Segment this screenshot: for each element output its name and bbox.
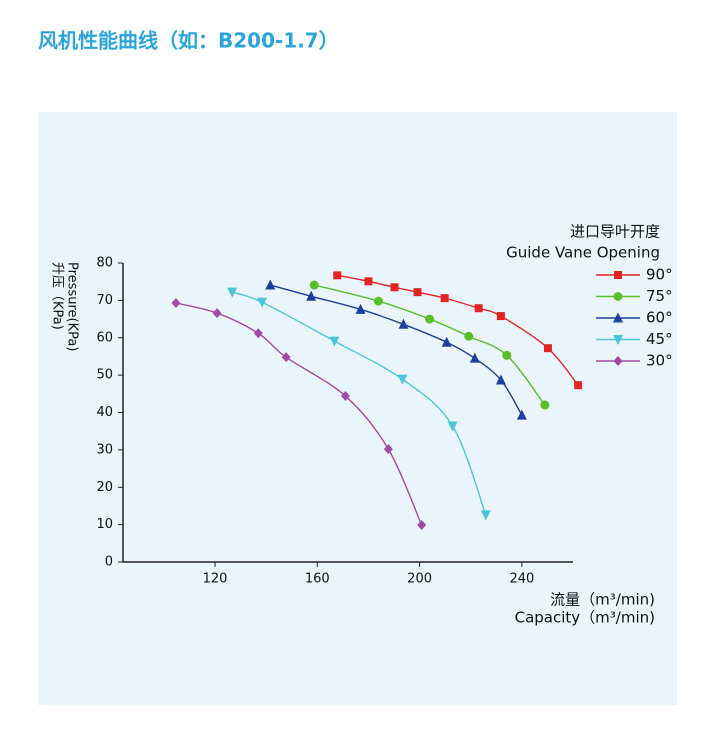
marker [253,328,263,339]
marker [397,374,408,385]
marker [480,510,491,521]
marker [212,308,222,319]
marker [441,336,452,347]
marker [417,519,427,530]
marker [613,356,623,366]
marker [613,292,623,301]
marker [516,409,527,420]
marker [355,303,366,314]
marker [543,344,552,353]
marker [540,400,550,410]
marker [447,421,458,432]
marker [390,283,399,292]
marker [614,271,622,279]
legend-label: 30° [646,352,673,370]
y-tick-label: 60 [96,330,113,345]
marker [502,350,512,360]
x-axis-label: Capacity（m³/min) [515,609,655,627]
y-axis-label: 升压（KPa) [50,262,65,330]
y-tick-label: 40 [96,405,113,420]
page-title: 风机性能曲线（如：B200-1.7） [38,29,339,53]
y-tick-label: 30 [96,442,113,457]
x-tick-label: 240 [509,572,534,587]
y-tick-label: 10 [96,517,113,532]
marker [333,271,342,280]
marker [413,288,422,297]
marker [613,335,623,345]
y-tick-label: 0 [105,555,113,570]
legend-label: 90° [646,266,673,284]
x-tick-label: 120 [203,572,228,587]
marker [613,312,623,323]
legend-title: 进口导叶开度 [570,223,660,241]
marker [398,318,409,329]
marker [171,297,181,308]
marker [364,277,373,286]
marker [474,304,483,313]
y-axis-label: Pressure(KPa) [65,262,80,351]
marker [574,381,583,390]
marker [496,312,505,321]
marker [383,444,393,455]
marker [257,297,268,308]
legend-label: 75° [646,287,673,305]
y-tick-label: 80 [96,256,113,271]
legend-label: 45° [646,330,673,348]
marker [464,331,474,341]
marker [265,279,276,290]
y-tick-label: 50 [96,368,113,383]
y-tick-label: 20 [96,480,113,495]
marker [340,391,350,402]
legend-label: 60° [646,309,673,327]
y-tick-label: 70 [96,293,113,308]
x-tick-label: 160 [305,572,330,587]
x-axis-label: 流量（m³/min) [550,591,655,609]
series-line [270,284,523,416]
marker [227,287,238,298]
marker [425,314,435,324]
marker [440,294,449,303]
marker [281,352,291,363]
marker [495,374,506,385]
marker [329,336,340,347]
marker [469,352,480,363]
marker [373,296,383,306]
legend-title: Guide Vane Opening [506,244,660,262]
x-tick-label: 200 [407,572,432,587]
marker [306,290,317,301]
marker [309,280,319,290]
